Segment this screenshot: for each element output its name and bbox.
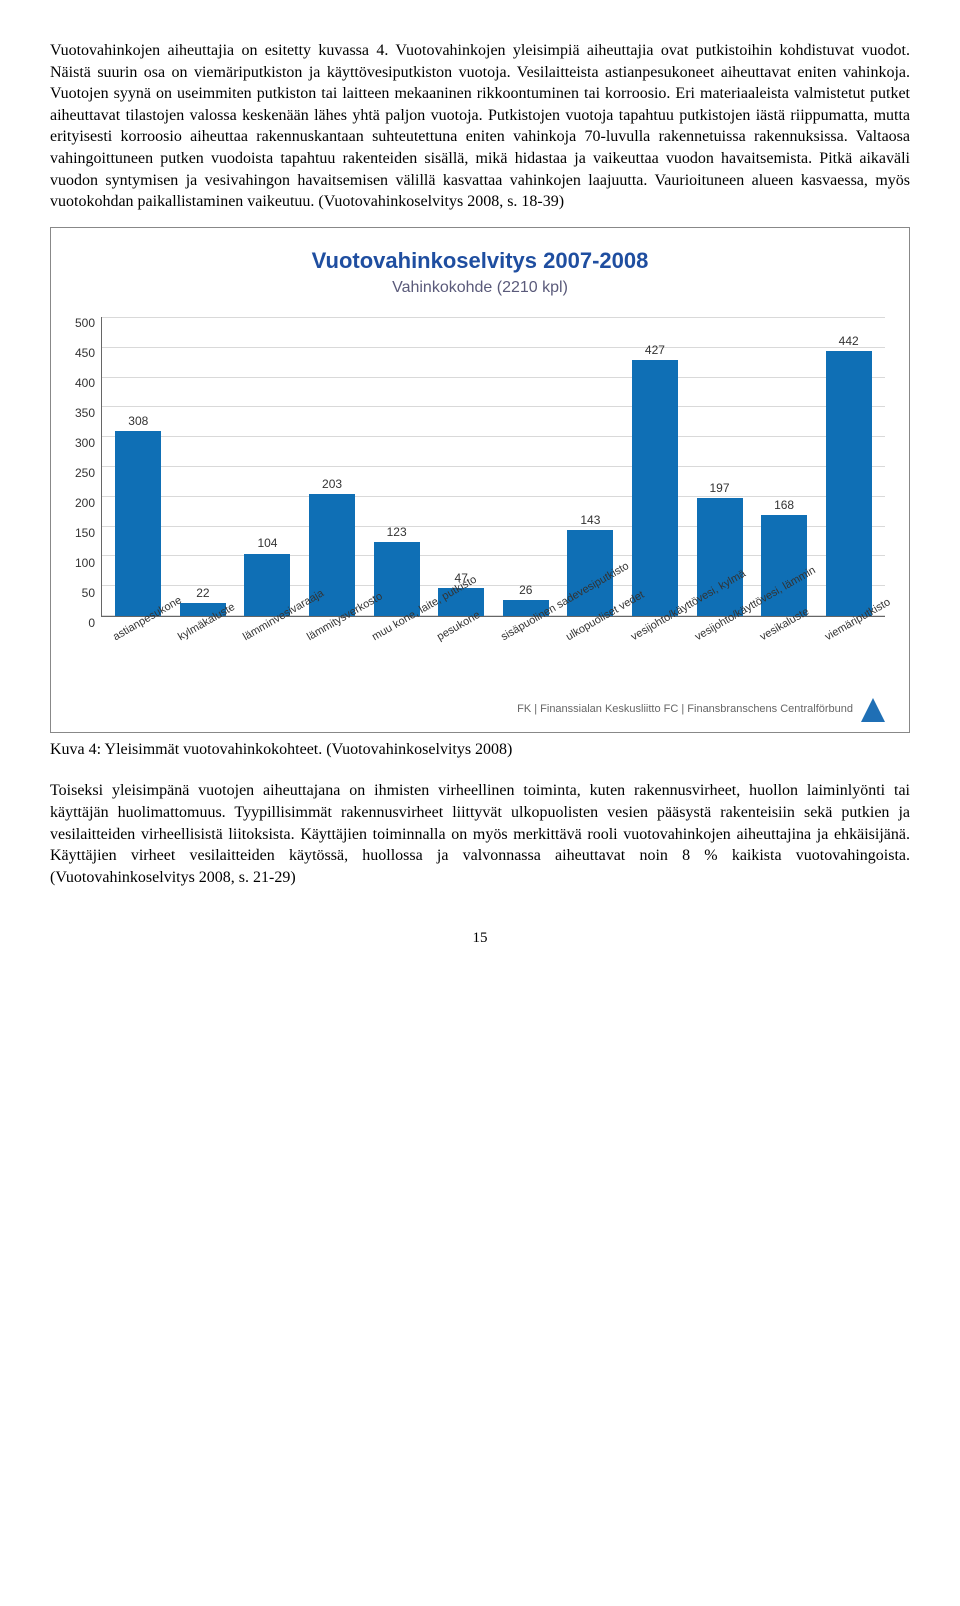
chart-bar-value-label: 168	[774, 497, 794, 513]
chart-x-axis: astianpesukonekylmäkalustelämminvesivara…	[75, 617, 885, 638]
chart-y-axis: 500450400350300250200150100500	[75, 317, 101, 617]
chart-container: Vuotovahinkoselvitys 2007-2008 Vahinkoko…	[50, 227, 910, 733]
chart-bar-value-label: 203	[322, 476, 342, 492]
chart-bar-value-label: 104	[257, 535, 277, 551]
chart-bar-value-label: 22	[196, 585, 209, 601]
chart-footer: FK | Finanssialan Keskusliitto FC | Fina…	[75, 698, 885, 722]
chart-bar	[374, 542, 420, 616]
fk-logo-icon	[861, 698, 885, 722]
chart-subtitle: Vahinkokohde (2210 kpl)	[75, 277, 885, 299]
chart-bar-value-label: 427	[645, 342, 665, 358]
chart-bar	[632, 360, 678, 616]
chart-bar-column: 308	[111, 413, 165, 616]
chart-bar-value-label: 143	[580, 512, 600, 528]
chart-plot: 308221042031234726143427197168442	[101, 317, 885, 617]
chart-bar-value-label: 308	[128, 413, 148, 429]
chart-bar	[115, 431, 161, 616]
figure-caption: Kuva 4: Yleisimmät vuotovahinkokohteet. …	[50, 739, 910, 761]
chart-title: Vuotovahinkoselvitys 2007-2008	[75, 246, 885, 276]
chart-bar-column: 442	[822, 333, 876, 616]
chart-bar	[826, 351, 872, 616]
chart-bar-column: 427	[628, 342, 682, 616]
page-number: 15	[50, 928, 910, 948]
body-paragraph-1: Vuotovahinkojen aiheuttajia on esitetty …	[50, 40, 910, 213]
chart-bar-value-label: 442	[839, 333, 859, 349]
chart-footer-text: FK | Finanssialan Keskusliitto FC | Fina…	[517, 702, 853, 717]
body-paragraph-2: Toiseksi yleisimpänä vuotojen aiheuttaja…	[50, 780, 910, 888]
chart-plot-area: 500450400350300250200150100500 308 22 104 2…	[75, 317, 885, 617]
chart-bar-value-label: 197	[710, 480, 730, 496]
chart-bar-value-label: 123	[387, 524, 407, 540]
chart-bar-value-label: 26	[519, 582, 532, 598]
chart-bars: 308221042031234726143427197168442	[102, 317, 885, 616]
